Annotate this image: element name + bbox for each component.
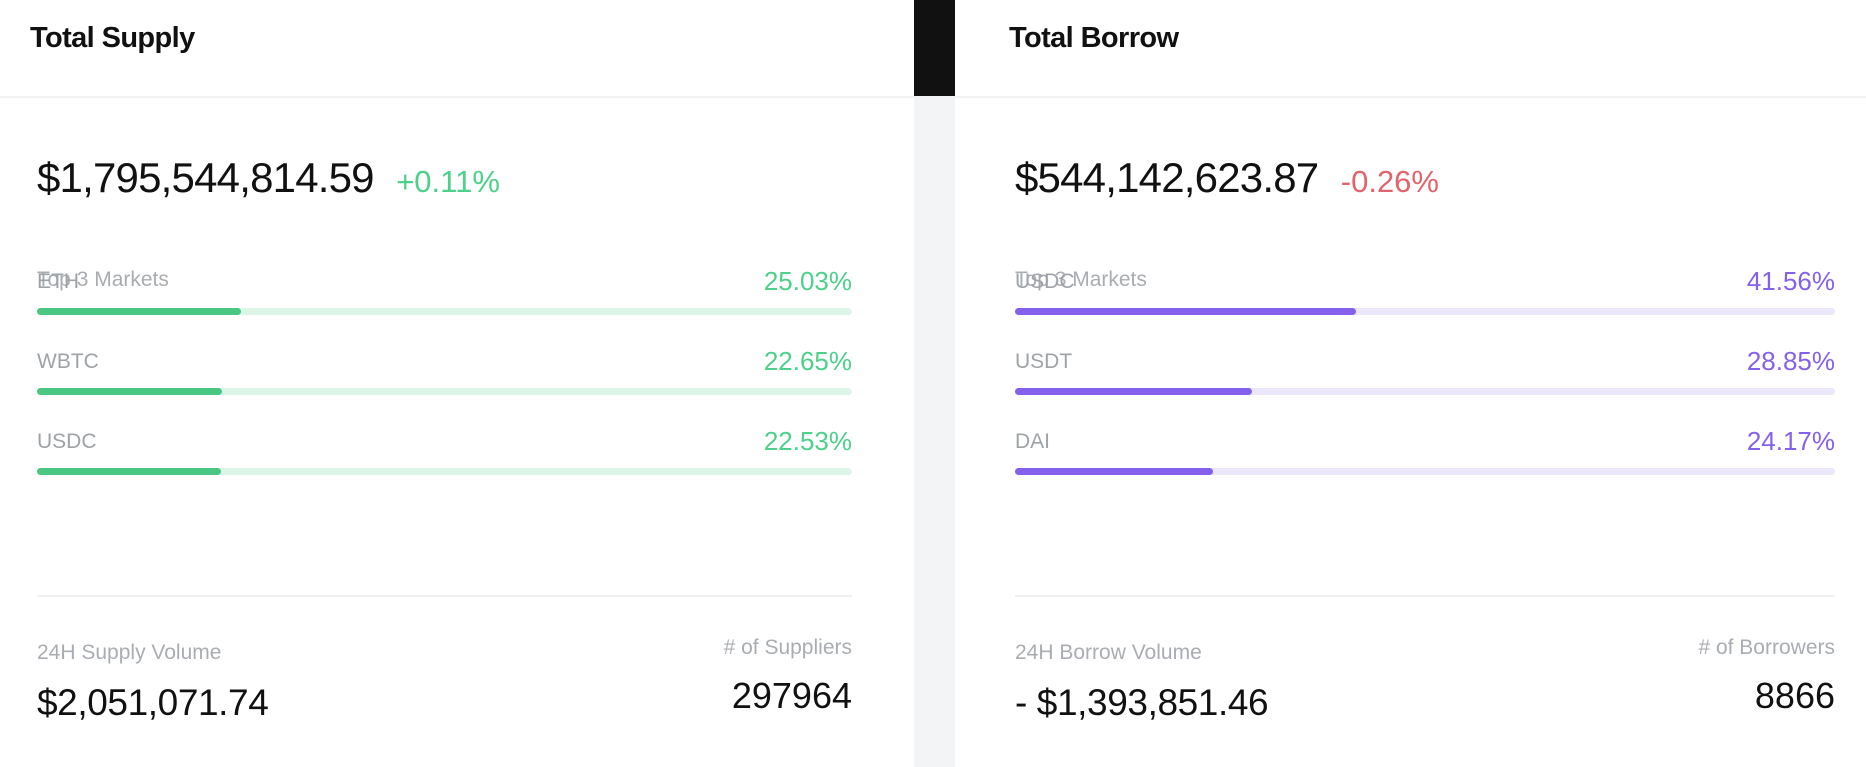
borrow-market-usdt[interactable]: USDT 28.85% [1015,346,1835,400]
supply-change-percent: +0.11% [396,164,500,199]
market-name: ETH [37,270,79,293]
market-bar-fill [1015,308,1356,315]
market-bar-fill [1015,468,1214,475]
supply-panel-content: $1,795,544,814.59 +0.11% Top 3 Markets E… [37,96,852,767]
market-percent: 41.56% [1746,266,1835,296]
market-bar-track [1015,388,1835,395]
borrow-change-percent: -0.26% [1340,164,1439,199]
market-bar-fill [37,308,241,315]
borrow-volume-value: - $1,393,851.46 [1015,682,1269,723]
borrow-divider [1015,595,1835,597]
market-percent: 22.65% [763,346,852,376]
borrow-volume-label: 24H Borrow Volume [1015,641,1202,664]
market-name: USDC [37,430,97,453]
market-percent: 28.85% [1746,346,1835,376]
borrow-market-dai[interactable]: DAI 24.17% [1015,426,1835,480]
supply-volume-label: 24H Supply Volume [37,641,222,664]
market-bar-track [37,388,852,395]
market-percent: 24.17% [1746,426,1835,456]
market-bar-track [37,468,852,475]
total-borrow-panel: Total Borrow $544,142,623.87 -0.26% Top … [955,0,1866,767]
borrow-total-row: $544,142,623.87 -0.26% [1015,154,1439,202]
borrow-panel-header: Total Borrow [955,0,1866,98]
supply-top-markets-label: Top 3 Markets [37,268,169,291]
total-supply-panel: Total Supply $1,795,544,814.59 +0.11% To… [0,0,914,767]
supply-market-usdc[interactable]: USDC 22.53% [37,426,852,480]
borrow-top-markets-label: Top 3 Markets [1015,268,1147,291]
market-percent: 22.53% [763,426,852,456]
borrowers-count-label: # of Borrowers [1698,636,1835,659]
panel-gap-dark-block [914,0,955,96]
market-bar-fill [37,388,222,395]
supply-market-wbtc[interactable]: WBTC 22.65% [37,346,852,400]
borrowers-count-value: 8866 [1754,675,1835,716]
supply-volume-value: $2,051,071.74 [37,682,269,723]
market-name: WBTC [37,350,99,373]
market-name: USDT [1015,350,1073,373]
supply-panel-title: Total Supply [30,22,195,54]
borrow-panel-content: $544,142,623.87 -0.26% Top 3 Markets USD… [1015,96,1835,767]
market-percent: 25.03% [763,266,852,296]
suppliers-count-label: # of Suppliers [723,636,852,659]
supply-divider [37,595,852,597]
supply-panel-header: Total Supply [0,0,914,98]
borrow-panel-title: Total Borrow [1009,22,1179,54]
market-bar-track [1015,308,1835,315]
market-name: USDC [1015,270,1075,293]
supply-total-row: $1,795,544,814.59 +0.11% [37,154,500,202]
market-bar-track [37,308,852,315]
market-bar-fill [1015,388,1252,395]
suppliers-count-value: 297964 [731,675,852,716]
supply-market-eth[interactable]: ETH 25.03% [37,266,852,320]
supply-total-value: $1,795,544,814.59 [37,154,375,201]
borrow-total-value: $544,142,623.87 [1015,154,1319,201]
market-name: DAI [1015,430,1051,453]
market-bar-track [1015,468,1835,475]
borrow-market-usdc[interactable]: USDC 41.56% [1015,266,1835,320]
market-bar-fill [37,468,221,475]
